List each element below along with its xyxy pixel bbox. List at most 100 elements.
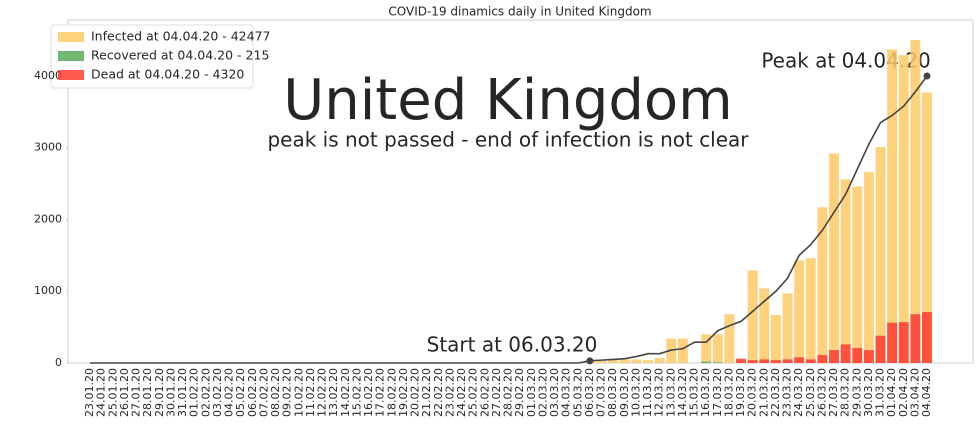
x-tick-label: 24.03.20 <box>792 368 805 417</box>
y-tick-label: 3000 <box>34 141 62 154</box>
bar <box>817 355 828 363</box>
bar <box>829 350 839 363</box>
bar <box>875 335 886 363</box>
bar <box>875 147 886 363</box>
bar <box>596 360 607 363</box>
bar <box>701 334 712 363</box>
x-tick-label: 08.02.20 <box>269 368 282 417</box>
bar <box>887 49 898 363</box>
bar <box>829 153 839 363</box>
legend-swatch <box>58 70 84 80</box>
bar <box>863 172 874 363</box>
bar <box>887 322 898 363</box>
bar <box>840 344 851 363</box>
x-tick-label: 24.01.20 <box>95 368 108 417</box>
x-tick-label: 26.02.20 <box>478 368 491 417</box>
bar <box>770 360 781 363</box>
bar <box>794 357 805 363</box>
x-tick-label: 26.01.20 <box>118 368 131 417</box>
x-tick-label: 11.03.20 <box>641 368 654 417</box>
bar <box>852 347 863 363</box>
bar <box>724 314 735 363</box>
bar <box>736 358 746 363</box>
x-tick-label: 04.03.20 <box>560 368 573 417</box>
bar <box>805 258 816 363</box>
x-tick-label: 27.02.20 <box>490 368 503 417</box>
x-tick-label: 24.02.20 <box>455 368 468 417</box>
bar <box>782 293 793 363</box>
x-tick-label: 19.03.20 <box>734 368 747 417</box>
x-tick-label: 23.03.20 <box>781 368 794 417</box>
x-tick-label: 04.04.20 <box>920 368 933 417</box>
x-tick-label: 23.01.20 <box>83 368 96 417</box>
x-tick-label: 11.02.20 <box>304 368 317 417</box>
bar <box>910 40 921 364</box>
x-tick-label: 25.02.20 <box>467 368 480 417</box>
x-tick-label: 06.02.20 <box>246 368 259 417</box>
legend-swatch <box>58 32 84 42</box>
x-tick-label: 09.03.20 <box>618 368 631 417</box>
x-tick-label: 09.02.20 <box>281 368 294 417</box>
bar <box>701 361 712 363</box>
x-tick-label: 12.02.20 <box>316 368 329 417</box>
bar <box>677 338 688 363</box>
x-tick-label: 18.03.20 <box>722 368 735 417</box>
x-tick-label: 05.03.20 <box>571 368 584 417</box>
heading: United Kingdom <box>283 68 732 133</box>
legend-label: Dead at 04.04.20 - 4320 <box>91 67 244 82</box>
x-tick-label: 15.02.20 <box>350 368 363 417</box>
x-tick-label: 30.01.20 <box>164 368 177 417</box>
bar <box>922 312 932 363</box>
x-tick-label: 21.02.20 <box>420 368 433 417</box>
bar <box>910 314 921 363</box>
bar <box>805 359 816 363</box>
bar <box>619 359 630 363</box>
chart-title: COVID-19 dinamics daily in United Kingdo… <box>388 5 651 19</box>
x-tick-label: 01.02.20 <box>188 368 201 417</box>
x-tick-label: 02.03.20 <box>536 368 549 417</box>
x-tick-label: 14.03.20 <box>676 368 689 417</box>
x-tick-label: 25.03.20 <box>804 368 817 417</box>
x-tick-label: 30.03.20 <box>862 368 875 417</box>
bar <box>608 358 619 363</box>
y-tick-label: 2000 <box>34 212 62 225</box>
x-tick-label: 29.02.20 <box>513 368 526 417</box>
x-tick-label: 31.03.20 <box>874 368 887 417</box>
bar <box>922 92 932 364</box>
x-tick-label: 08.03.20 <box>606 368 619 417</box>
bar <box>712 362 723 363</box>
y-tick-label: 4000 <box>34 69 62 82</box>
y-tick-label: 0 <box>55 356 62 369</box>
bar <box>631 359 642 363</box>
bar <box>898 322 909 363</box>
bar <box>782 359 793 363</box>
x-tick-label: 15.03.20 <box>688 368 701 417</box>
x-tick-label: 21.03.20 <box>757 368 770 417</box>
annotation-dot <box>923 72 931 80</box>
x-tick-label: 10.02.20 <box>292 368 305 417</box>
x-tick-label: 19.02.20 <box>397 368 410 417</box>
bar <box>863 350 874 363</box>
bar <box>898 55 909 364</box>
legend-swatch <box>58 51 84 61</box>
x-tick-label: 28.01.20 <box>141 368 154 417</box>
x-tick-label: 02.02.20 <box>199 368 212 417</box>
x-tick-label: 02.04.20 <box>897 368 910 417</box>
x-tick-label: 29.01.20 <box>153 368 166 417</box>
x-tick-label: 12.03.20 <box>653 368 666 417</box>
x-tick-label: 05.02.20 <box>234 368 247 417</box>
bar <box>794 260 805 363</box>
x-tick-label: 03.03.20 <box>548 368 561 417</box>
bar <box>643 360 653 363</box>
x-tick-label: 17.03.20 <box>711 368 724 417</box>
x-tick-label: 14.02.20 <box>339 368 352 417</box>
x-tick-label: 22.03.20 <box>769 368 782 417</box>
x-tick-label: 17.02.20 <box>374 368 387 417</box>
x-tick-label: 28.03.20 <box>839 368 852 417</box>
bar <box>840 179 851 363</box>
subheading: peak is not passed - end of infection is… <box>267 128 749 152</box>
bar <box>747 270 758 363</box>
bar <box>759 359 770 363</box>
x-tick-label: 23.02.20 <box>443 368 456 417</box>
